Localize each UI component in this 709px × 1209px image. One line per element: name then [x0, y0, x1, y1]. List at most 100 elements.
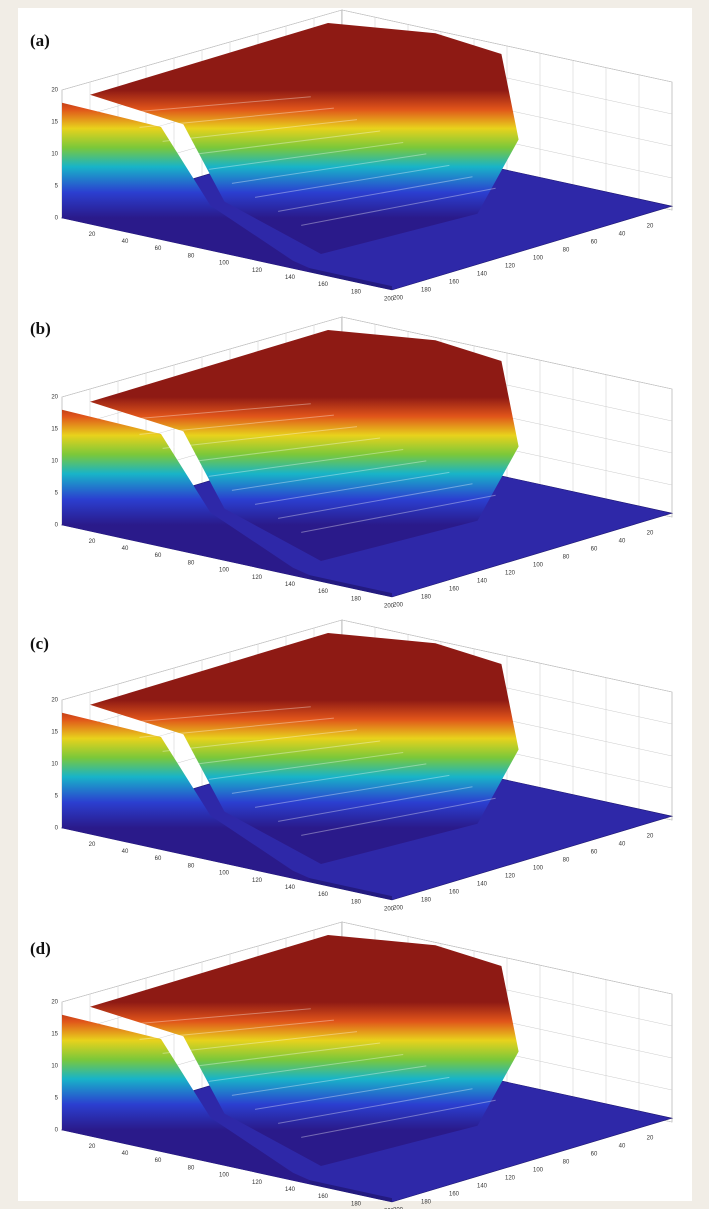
- z-tick-label: 15: [51, 427, 58, 433]
- surface-highlight: [208, 141, 404, 170]
- surface-highlight: [162, 426, 358, 449]
- surface-highlight: [254, 164, 450, 198]
- z-tick-label: 0: [55, 216, 59, 222]
- y-tick-label: 80: [563, 858, 570, 864]
- y-tick-label: 140: [477, 579, 488, 585]
- grid-line: [61, 619, 673, 701]
- surface-highlight: [301, 1099, 496, 1138]
- surface-highlight: [301, 494, 496, 533]
- surface-highlight: [254, 1076, 450, 1110]
- y-tick-label: 100: [533, 563, 544, 569]
- panel-label: (d): [30, 939, 51, 958]
- z-tick-label: 15: [51, 1032, 58, 1038]
- y-tick-label: 180: [421, 898, 432, 904]
- z-tick-label: 0: [55, 523, 59, 529]
- x-tick-label: 60: [155, 246, 162, 252]
- surface-highlight: [139, 414, 334, 435]
- x-tick-label: 60: [155, 553, 162, 559]
- z-tick-label: 10: [51, 762, 58, 768]
- z-tick-label: 20: [51, 88, 58, 94]
- surface-highlight: [231, 763, 427, 794]
- grid-line: [61, 921, 673, 1003]
- x-tick-label: 180: [351, 289, 362, 295]
- y-tick-label: 160: [449, 587, 460, 593]
- x-tick-label: 20: [89, 842, 96, 848]
- x-tick-label: 140: [285, 275, 296, 281]
- y-tick-label: 180: [421, 1200, 432, 1206]
- surface-front: [62, 409, 310, 579]
- surface-highlight: [254, 471, 450, 505]
- surface-highlight: [208, 751, 404, 780]
- x-tick-label: 120: [252, 575, 263, 581]
- surface-highlight: [301, 187, 496, 226]
- y-tick-label: 40: [619, 842, 626, 848]
- surface-highlight: [278, 176, 473, 212]
- y-tick-label: 200: [393, 1208, 404, 1209]
- x-tick-label: 100: [219, 871, 230, 877]
- y-tick-label: 160: [449, 1192, 460, 1198]
- y-tick-label: 120: [505, 571, 516, 577]
- y-tick-label: 200: [393, 296, 404, 302]
- z-tick-label: 5: [55, 794, 59, 800]
- z-tick-label: 20: [51, 1000, 58, 1006]
- y-tick-label: 120: [505, 1176, 516, 1182]
- x-tick-label: 120: [252, 878, 263, 884]
- y-tick-label: 120: [505, 264, 516, 270]
- y-tick-label: 60: [591, 850, 598, 856]
- y-tick-label: 140: [477, 272, 488, 278]
- surface-highlight: [162, 729, 358, 752]
- x-tick-label: 140: [285, 1187, 296, 1193]
- y-tick-label: 80: [563, 248, 570, 254]
- z-tick-label: 20: [51, 395, 58, 401]
- surface-panel: (d) 0 5 10 15 20 20 40 60 80 100 120 140 160 180 200 20 4…: [30, 921, 674, 1209]
- y-tick-label: 20: [647, 834, 654, 840]
- x-tick-label: 160: [318, 1194, 329, 1200]
- y-tick-label: 180: [421, 595, 432, 601]
- surface-highlight: [116, 96, 311, 114]
- y-tick-label: 40: [619, 1144, 626, 1150]
- grid-line: [61, 9, 673, 91]
- x-tick-label: 180: [351, 596, 362, 602]
- x-tick-label: 160: [318, 282, 329, 288]
- y-tick-label: 40: [619, 232, 626, 238]
- surface-highlight: [231, 1065, 427, 1096]
- panel-label: (b): [30, 319, 51, 338]
- surface-highlight: [231, 460, 427, 491]
- y-tick-label: 180: [421, 288, 432, 294]
- y-tick-label: 80: [563, 555, 570, 561]
- x-tick-label: 80: [188, 253, 195, 259]
- z-tick-label: 0: [55, 826, 59, 832]
- x-tick-label: 40: [122, 546, 129, 552]
- x-tick-label: 100: [219, 261, 230, 267]
- z-tick-label: 5: [55, 1096, 59, 1102]
- x-tick-label: 180: [351, 1201, 362, 1207]
- surface-highlight: [185, 1042, 381, 1068]
- x-tick-label: 80: [188, 1165, 195, 1171]
- z-tick-label: 20: [51, 698, 58, 704]
- surface-highlight: [139, 1019, 334, 1040]
- surface-highlight: [231, 153, 427, 184]
- surface-panel: (a) 0 5 10 15 20 20 40 60 80 100 120 140 160 180 200 20 4…: [30, 9, 674, 303]
- x-tick-label: 180: [351, 899, 362, 905]
- y-tick-label: 120: [505, 874, 516, 880]
- x-tick-label: 160: [318, 589, 329, 595]
- y-tick-label: 100: [533, 256, 544, 262]
- y-tick-label: 20: [647, 1136, 654, 1142]
- surface-highlight: [139, 107, 334, 128]
- z-tick-label: 5: [55, 491, 59, 497]
- surface-top: [90, 934, 519, 1166]
- surface-highlight: [116, 1008, 311, 1026]
- x-tick-label: 200: [384, 907, 395, 913]
- x-tick-label: 60: [155, 856, 162, 862]
- x-tick-label: 120: [252, 268, 263, 274]
- surface-panel: (b) 0 5 10 15 20 20 40 60 80 100 120 140 160 180 200 20 4…: [30, 316, 674, 610]
- panel-label: (c): [30, 634, 49, 653]
- surface-highlight: [185, 437, 381, 463]
- y-tick-label: 80: [563, 1160, 570, 1166]
- z-tick-label: 10: [51, 152, 58, 158]
- surface-front: [62, 102, 310, 272]
- surface-panel: (c) 0 5 10 15 20 20 40 60 80 100 120 140 160 180 200 20 4…: [30, 619, 674, 913]
- z-tick-label: 5: [55, 184, 59, 190]
- surface-highlight: [185, 740, 381, 766]
- x-tick-label: 40: [122, 239, 129, 245]
